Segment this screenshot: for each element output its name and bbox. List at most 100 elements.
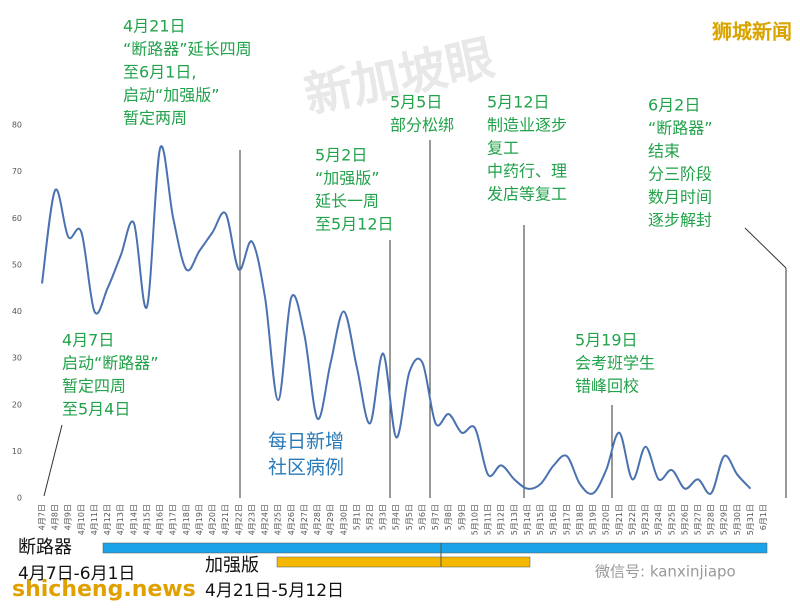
x-tick-label: 5月23日	[641, 504, 650, 535]
x-tick-label: 5月20日	[602, 504, 611, 535]
x-tick-label: 5月17日	[562, 504, 571, 535]
x-tick-label: 6月1日	[759, 504, 768, 530]
x-tick-label: 4月14日	[129, 504, 138, 535]
x-tick-label: 4月21日	[221, 504, 230, 535]
y-tick-label: 10	[12, 447, 22, 456]
y-tick-label: 0	[17, 494, 22, 503]
x-tick-label: 5月10日	[470, 504, 479, 535]
series-label: 每日新增	[268, 431, 344, 453]
data-line	[41, 145, 752, 495]
x-tick-label: 4月22日	[234, 504, 243, 535]
annotation: 发店等复工	[487, 185, 567, 204]
annotation: 5月2日	[315, 146, 367, 165]
annotation: 至5月4日	[62, 400, 130, 419]
series-label: 社区病例	[268, 457, 344, 479]
x-tick-label: 5月3日	[379, 504, 388, 530]
x-tick-label: 5月12日	[497, 504, 506, 535]
x-tick-label: 4月11日	[90, 504, 99, 535]
annotation: 部分松绑	[390, 116, 454, 135]
x-tick-label: 4月9日	[64, 504, 73, 530]
x-tick-label: 4月25日	[274, 504, 283, 535]
x-tick-label: 5月4日	[392, 504, 401, 530]
x-tick-label: 4月12日	[103, 504, 112, 535]
period-range: 4月21日-5月12日	[205, 581, 344, 601]
annotation: 4月21日	[123, 17, 186, 36]
period-bar	[102, 542, 768, 554]
x-tick-label: 4月10日	[77, 504, 86, 535]
x-tick-label: 5月5日	[405, 504, 414, 530]
annotation: 复工	[487, 139, 519, 158]
x-tick-label: 4月7日	[38, 504, 47, 530]
annotation: 结束	[648, 142, 680, 161]
annotation: 至6月1日,	[123, 63, 196, 82]
annotation: “断路器”	[648, 119, 713, 138]
annotation: 逐步解封	[648, 211, 712, 230]
x-tick-label: 5月18日	[575, 504, 584, 535]
x-tick-label: 5月25日	[667, 504, 676, 535]
pointer-line	[744, 227, 787, 269]
y-tick-label: 30	[12, 354, 22, 363]
x-tick-label: 5月29日	[720, 504, 729, 535]
y-tick-label: 20	[12, 400, 22, 409]
x-tick-label: 5月31日	[746, 504, 755, 535]
annotation: 5月12日	[487, 93, 550, 112]
x-tick-label: 4月20日	[208, 504, 217, 535]
y-tick-label: 60	[12, 214, 22, 223]
annotation: 暂定四周	[62, 377, 126, 396]
x-tick-label: 5月26日	[680, 504, 689, 535]
annotation: 会考班学生	[575, 354, 655, 373]
x-tick-label: 4月23日	[247, 504, 256, 535]
annotation: 中药行、理	[487, 162, 567, 181]
annotation: 错峰回校	[575, 377, 639, 396]
x-tick-label: 4月17日	[169, 504, 178, 535]
x-tick-label: 5月8日	[444, 504, 453, 530]
period-name: 加强版	[205, 555, 259, 576]
x-tick-label: 5月19日	[589, 504, 598, 535]
x-tick-label: 4月26日	[287, 504, 296, 535]
x-tick-label: 4月30日	[339, 504, 348, 535]
annotation: 启动“加强版”	[123, 86, 220, 105]
brand: 狮城新闻	[712, 20, 792, 44]
x-tick-label: 5月14日	[523, 504, 532, 535]
x-tick-label: 5月15日	[536, 504, 545, 535]
x-tick-label: 4月13日	[116, 504, 125, 535]
x-tick-label: 5月6日	[418, 504, 427, 530]
x-tick-label: 4月19日	[195, 504, 204, 535]
annotation: 制造业逐步	[487, 116, 567, 135]
x-tick-label: 4月28日	[313, 504, 322, 535]
x-tick-label: 5月1日	[352, 504, 361, 530]
annotation: 至5月12日	[315, 215, 394, 234]
site: shicheng.news	[12, 577, 196, 602]
x-tick-label: 4月24日	[261, 504, 270, 535]
x-tick-label: 4月16日	[156, 504, 165, 535]
annotation: 暂定两周	[123, 109, 187, 128]
x-tick-label: 4月27日	[300, 504, 309, 535]
pointer-line	[43, 424, 63, 497]
annotation: 启动“断路器”	[62, 354, 159, 373]
y-tick-label: 50	[12, 260, 22, 269]
x-tick-label: 5月27日	[694, 504, 703, 535]
period-bar	[276, 556, 531, 568]
x-tick-label: 5月24日	[654, 504, 663, 535]
x-tick-label: 5月9日	[457, 504, 466, 530]
annotation: 6月2日	[648, 96, 700, 115]
annotation: 数月时间	[648, 188, 712, 207]
x-tick-label: 5月28日	[707, 504, 716, 535]
wechat: 微信号: kanxinjiapo	[595, 563, 736, 581]
annotation: “加强版”	[315, 169, 380, 188]
x-tick-label: 5月16日	[549, 504, 558, 535]
y-tick-label: 80	[12, 121, 22, 130]
x-tick-label: 4月8日	[51, 504, 60, 530]
annotation: 延长一周	[315, 192, 379, 211]
annotation: 分三阶段	[648, 165, 712, 184]
x-tick-label: 4月15日	[142, 504, 151, 535]
x-tick-label: 5月21日	[615, 504, 624, 535]
x-tick-label: 5月30日	[733, 504, 742, 535]
annotation: 4月7日	[62, 331, 114, 350]
x-tick-label: 5月13日	[510, 504, 519, 535]
x-tick-label: 5月2日	[366, 504, 375, 530]
y-tick-label: 40	[12, 307, 22, 316]
x-tick-label: 5月22日	[628, 504, 637, 535]
annotation: 5月5日	[390, 93, 442, 112]
